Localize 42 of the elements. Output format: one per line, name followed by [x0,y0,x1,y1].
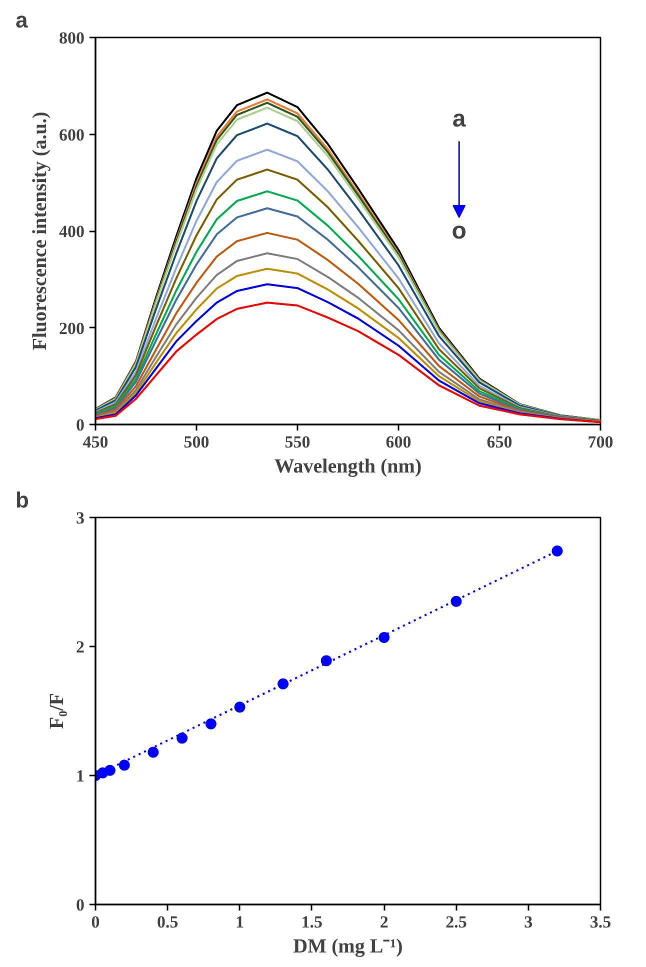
x-tick-label: 1.5 [301,912,323,932]
point [552,546,563,557]
point [278,678,289,690]
x-tick-label: 1 [236,912,244,932]
y-tick-label: 2 [76,638,84,656]
annotation: a [452,105,466,132]
y-tick-label: 600 [59,125,84,144]
x-tick-label: 2.5 [446,912,467,932]
x-tick-label: 0.5 [157,912,178,932]
point [118,760,130,771]
y-axis-title: Fluorescence intensity (a.u.) [29,112,51,350]
x-tick-label: 550 [284,432,310,452]
y-tick-label: 1 [76,766,84,786]
point [378,632,390,643]
y-tick-label: 800 [59,28,84,48]
point [205,718,216,730]
y-tick-label: 0 [76,896,84,914]
x-tick-label: 0 [91,912,100,932]
point [148,746,159,758]
point [104,764,116,776]
x-tick-label: 3 [524,912,533,932]
y-tick-label: 0 [76,416,84,434]
y-tick-label: 3 [76,508,84,528]
chart-title: b [16,488,29,512]
x-tick-label: 450 [82,432,108,452]
x-tick-label: 700 [588,432,614,452]
x-axis-title: Wavelength (nm) [274,456,422,478]
point [450,596,462,607]
x-tick-label: 650 [486,432,512,452]
x-tick-label: 3.5 [590,912,612,932]
point [234,702,246,713]
point [320,655,332,666]
annotation: o [452,218,466,244]
y-tick-label: 200 [59,318,84,338]
point [176,732,188,744]
x-tick-label: 500 [184,432,210,452]
x-tick-label: 2 [380,912,388,932]
x-axis-title: DM (mg L⁻¹) [293,936,403,958]
y-tick-label: 400 [59,222,84,241]
chart-title: a [16,8,28,32]
y-axis-title: F₀/F [46,692,68,729]
x-tick-label: 600 [386,432,412,452]
